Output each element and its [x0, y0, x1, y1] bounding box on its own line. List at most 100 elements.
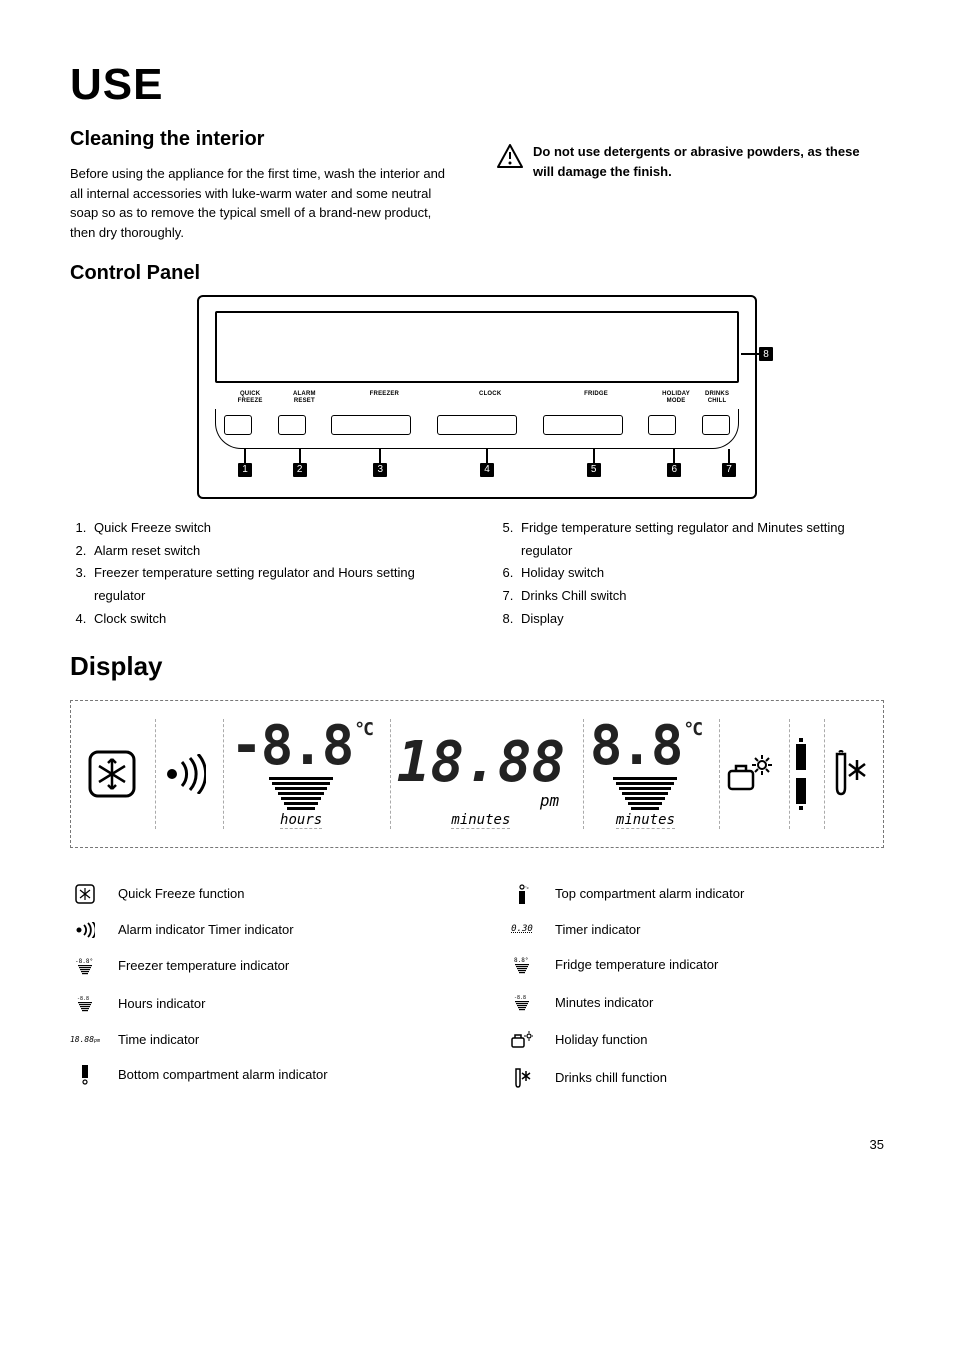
page-number: 35: [70, 1137, 884, 1152]
icon-key-label: Freezer temperature indicator: [118, 958, 289, 973]
cleaning-right-col: Do not use detergents or abrasive powder…: [497, 124, 884, 181]
button-callouts: 1234567: [215, 449, 739, 477]
icon-key-left-col: Quick Freeze function Alarm indicator Tim…: [70, 884, 447, 1107]
button-arc: [215, 409, 739, 449]
control-panel-figure: 8 QUICK FREEZEALARM RESETFREEZERCLOCKFRI…: [70, 295, 884, 499]
svg-text:-8.8°: -8.8°: [75, 958, 93, 965]
control-panel-legend: Quick Freeze switchAlarm reset switchFre…: [70, 517, 884, 631]
panel-button[interactable]: [702, 415, 730, 435]
holiday-cell: [719, 719, 778, 829]
button-label: CLOCK: [437, 391, 543, 405]
icon-key-row: Bottom compartment alarm indicator: [70, 1065, 447, 1085]
button-callout: 2: [293, 449, 307, 477]
glass-star-icon: [831, 750, 867, 798]
panel-button[interactable]: [543, 415, 623, 435]
flag-cell: [789, 719, 812, 829]
icon-key-label: Bottom compartment alarm indicator: [118, 1067, 328, 1082]
icon-key-label: Minutes indicator: [555, 995, 653, 1010]
display-heading: Display: [70, 651, 884, 682]
cleaning-section: Cleaning the interior Before using the a…: [70, 124, 884, 242]
button-callout: 5: [587, 449, 601, 477]
panel-button[interactable]: [331, 415, 411, 435]
button-label: DRINKS CHILL: [703, 391, 731, 405]
temp-bars-deg-pos-icon: 8.8°: [507, 955, 537, 975]
warning-row: Do not use detergents or abrasive powder…: [497, 142, 884, 181]
icon-key-grid: Quick Freeze function Alarm indicator Tim…: [70, 884, 884, 1107]
legend-item: Holiday switch: [517, 562, 884, 585]
icon-key-label: Time indicator: [118, 1032, 199, 1047]
alarm-cell: [155, 719, 212, 829]
timer-digits-icon: 0.30: [507, 924, 537, 934]
cleaning-left-col: Cleaning the interior Before using the a…: [70, 124, 457, 242]
fridge-deg-label: °C: [683, 721, 701, 739]
freezer-temp-value: -8.8: [230, 719, 352, 773]
cleaning-heading: Cleaning the interior: [70, 124, 457, 154]
icon-key-row: 8.8°Fridge temperature indicator: [507, 955, 884, 975]
callout-8-num: 8: [759, 347, 773, 361]
glass-star-icon: [507, 1067, 537, 1089]
alarm-waves-icon: [70, 922, 100, 938]
button-callout: 1: [238, 449, 252, 477]
legend-left-list: Quick Freeze switchAlarm reset switchFre…: [70, 517, 457, 631]
icon-key-label: Holiday function: [555, 1032, 648, 1047]
button-label: FREEZER: [331, 391, 437, 405]
legend-item: Drinks Chill switch: [517, 585, 884, 608]
button-label: ALARM RESET: [277, 391, 331, 405]
legend-item: Alarm reset switch: [90, 540, 457, 563]
pm-label: pm: [540, 791, 559, 810]
drinks-chill-cell: [824, 719, 873, 829]
button-labels-row: QUICK FREEZEALARM RESETFREEZERCLOCKFRIDG…: [215, 391, 739, 405]
icon-key-row: -8.8° Freezer temperature indicator: [70, 956, 447, 976]
legend-right-list: Fridge temperature setting regulator and…: [497, 517, 884, 631]
icon-key-row: 18.88pmTime indicator: [70, 1032, 447, 1047]
clock-value: 18.88: [397, 735, 566, 791]
quick-freeze-cell: [81, 719, 143, 829]
icon-key-label: Hours indicator: [118, 996, 205, 1011]
icon-key-label: Top compartment alarm indicator: [555, 886, 744, 901]
legend-item: Clock switch: [90, 608, 457, 631]
icon-key-label: Timer indicator: [555, 922, 640, 937]
legend-left-col: Quick Freeze switchAlarm reset switchFre…: [70, 517, 457, 631]
icon-key-label: Quick Freeze function: [118, 886, 244, 901]
display-rect: 8: [215, 311, 739, 383]
alarm-waves-icon: [162, 754, 206, 794]
button-label: HOLIDAY MODE: [649, 391, 703, 405]
legend-item: Freezer temperature setting regulator an…: [90, 562, 457, 608]
warning-text: Do not use detergents or abrasive powder…: [533, 142, 884, 181]
panel-button[interactable]: [224, 415, 252, 435]
svg-text:°c: °c: [525, 885, 529, 890]
icon-key-row: 0.30 Timer indicator: [507, 922, 884, 937]
control-panel-box: 8 QUICK FREEZEALARM RESETFREEZERCLOCKFRI…: [197, 295, 757, 499]
suitcase-sun-icon: [726, 753, 772, 795]
legend-item: Quick Freeze switch: [90, 517, 457, 540]
callout-8: 8: [741, 347, 773, 361]
icon-key-row: Holiday function: [507, 1031, 884, 1049]
icon-key-row: Quick Freeze function: [70, 884, 447, 904]
display-figure: -8.8°C hours 18.88 pm minutes 8.8°C minu…: [70, 700, 884, 848]
bars-plain-icon: -8.8: [70, 994, 100, 1014]
suitcase-sun-icon: [507, 1031, 537, 1049]
fridge-bargraph: [613, 777, 677, 810]
panel-button[interactable]: [648, 415, 676, 435]
snowflake-box-icon: [70, 884, 100, 904]
snowflake-box-icon: [87, 749, 137, 799]
panel-button[interactable]: [437, 415, 517, 435]
icon-key-label: Alarm indicator Timer indicator: [118, 922, 294, 937]
fridge-minutes-sublabel: minutes: [616, 812, 675, 829]
freezer-temp-cell: -8.8°C hours: [223, 719, 378, 829]
flag-dot-icon: [70, 1065, 100, 1085]
flag-dot-top-icon: °c: [507, 884, 537, 904]
clock-minutes-sublabel: minutes: [451, 812, 510, 829]
bars-plain-icon: -8.8: [507, 993, 537, 1013]
button-row-wrap: 1234567: [215, 409, 739, 449]
fridge-temp-cell: 8.8°C minutes: [583, 719, 707, 829]
control-panel-heading: Control Panel: [70, 262, 884, 285]
svg-text:-8.8: -8.8: [514, 995, 526, 1001]
button-callout: 7: [722, 449, 736, 477]
cleaning-paragraph: Before using the appliance for the first…: [70, 164, 457, 242]
panel-button[interactable]: [278, 415, 306, 435]
icon-key-row: Drinks chill function: [507, 1067, 884, 1089]
legend-right-col: Fridge temperature setting regulator and…: [497, 517, 884, 631]
compartment-flags-icon: [796, 738, 806, 810]
freezer-bargraph: [269, 777, 333, 810]
